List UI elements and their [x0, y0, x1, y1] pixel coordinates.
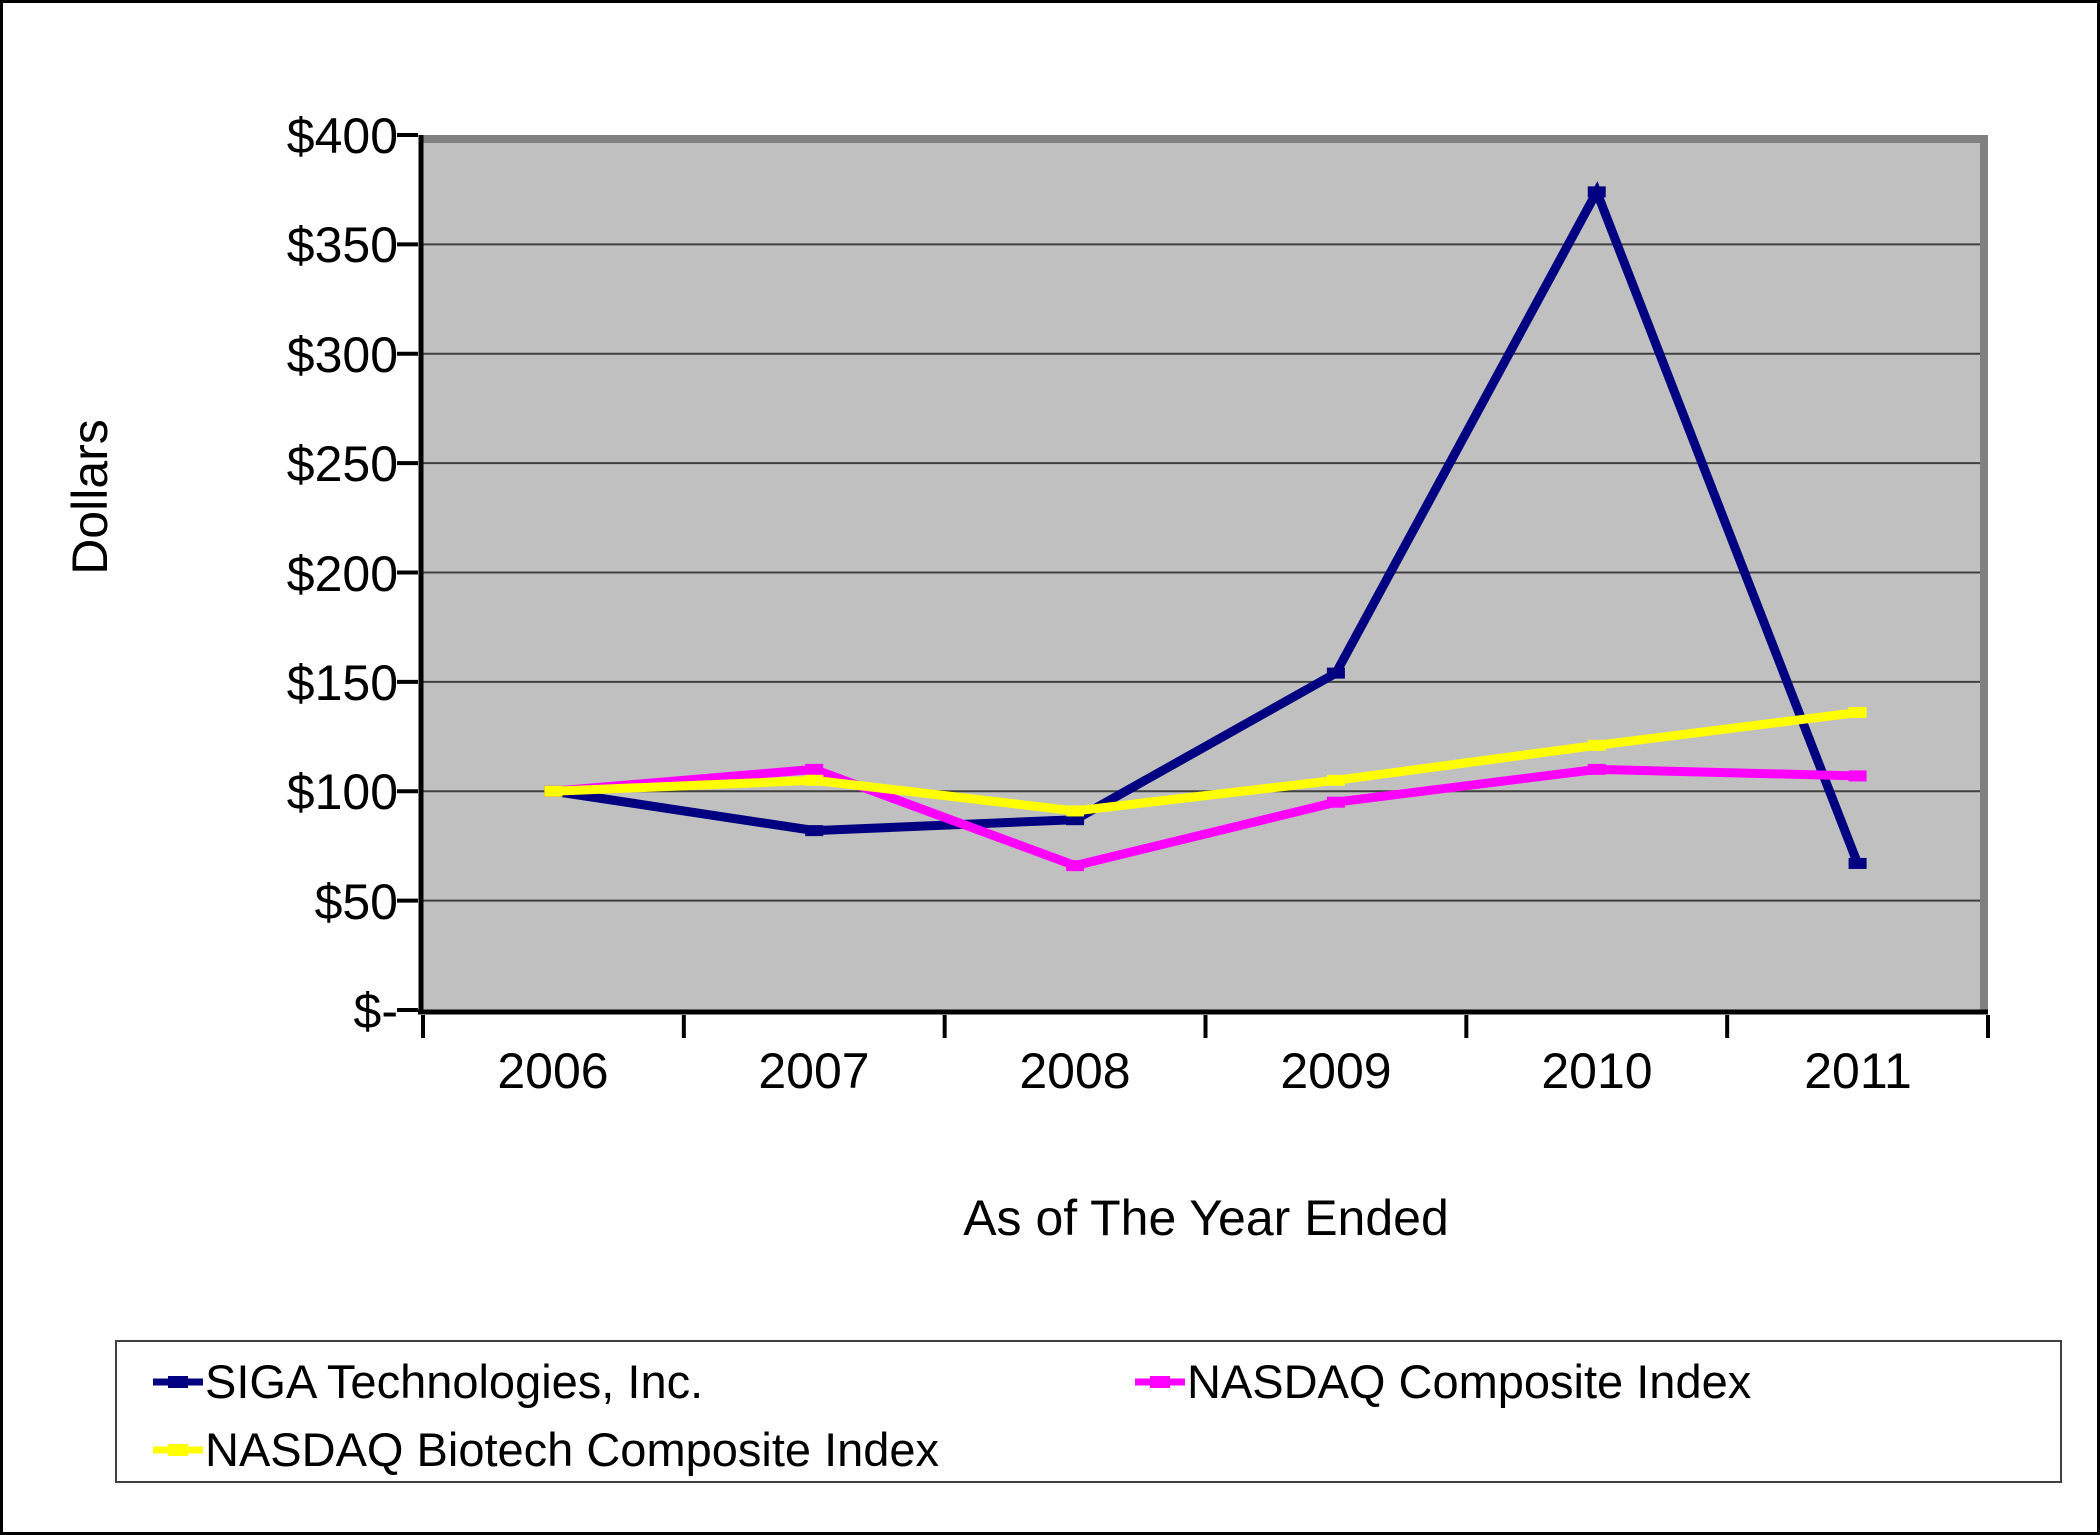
y-tick-label-300: $300 [286, 327, 398, 383]
plot-border-right [1980, 135, 1988, 1010]
legend-line-marker-yellow [153, 1444, 203, 1456]
data-point-marker [1326, 796, 1345, 808]
legend-line-marker-navy [153, 1376, 203, 1388]
y-tick-label-400: $400 [286, 108, 398, 164]
data-point-marker [805, 774, 824, 786]
data-point-marker [1326, 774, 1345, 786]
data-point-marker [1848, 770, 1867, 782]
legend-entry-nasdaq-biotech: NASDAQ Biotech Composite Index [153, 1422, 939, 1478]
legend-entry-siga: SIGA Technologies, Inc. [153, 1354, 703, 1410]
series-line-nasdaq [553, 708, 1859, 816]
x-tick-label-2006: 2006 [497, 1043, 609, 1099]
data-point-marker [1066, 814, 1085, 826]
data-point-marker [1848, 707, 1867, 718]
plot-area [397, 133, 1990, 1038]
data-point-marker [1587, 186, 1606, 198]
data-point-marker [1066, 860, 1085, 872]
data-point-marker [805, 763, 824, 775]
x-tick-label-2010: 2010 [1541, 1043, 1653, 1099]
legend-entry-nasdaq-composite: NASDAQ Composite Index [1135, 1354, 1751, 1410]
y-tick-label-150: $150 [286, 655, 398, 711]
y-axis-title: Dollars [62, 419, 118, 575]
y-tick-label-200: $200 [286, 546, 398, 602]
legend-label-siga: SIGA Technologies, Inc. [205, 1355, 704, 1408]
chart-legend: SIGA Technologies, Inc. NASDAQ Composite… [115, 1340, 2062, 1483]
legend-label-nasdaq-biotech: NASDAQ Biotech Composite Index [205, 1423, 940, 1476]
x-axis-title: As of The Year Ended [963, 1190, 1449, 1246]
legend-label-nasdaq-composite: NASDAQ Composite Index [1187, 1355, 1752, 1408]
data-point-marker [1848, 857, 1867, 869]
x-tick-label-2007: 2007 [758, 1043, 870, 1099]
plot-border-top [423, 135, 1988, 143]
y-tick-label-50: $50 [314, 874, 398, 930]
data-point-marker [1326, 667, 1345, 679]
data-point-marker [1066, 805, 1085, 817]
x-tick-label-2008: 2008 [1019, 1043, 1131, 1099]
y-tick-label-250: $250 [286, 436, 398, 492]
x-tick-label-2011: 2011 [1804, 1043, 1912, 1099]
data-point-marker [805, 825, 824, 837]
y-tick-label-350: $350 [286, 217, 398, 273]
y-tick-label-100: $100 [286, 764, 398, 820]
series-line-nasdaq [553, 764, 1858, 871]
series-line-siga [552, 181, 1862, 866]
data-point-marker [1587, 763, 1606, 775]
y-tick-label-0: $- [353, 983, 398, 1039]
data-point-marker [1587, 739, 1606, 751]
legend-line-marker-magenta [1135, 1376, 1185, 1388]
x-tick-label-2009: 2009 [1280, 1043, 1392, 1099]
data-point-marker [544, 785, 563, 797]
